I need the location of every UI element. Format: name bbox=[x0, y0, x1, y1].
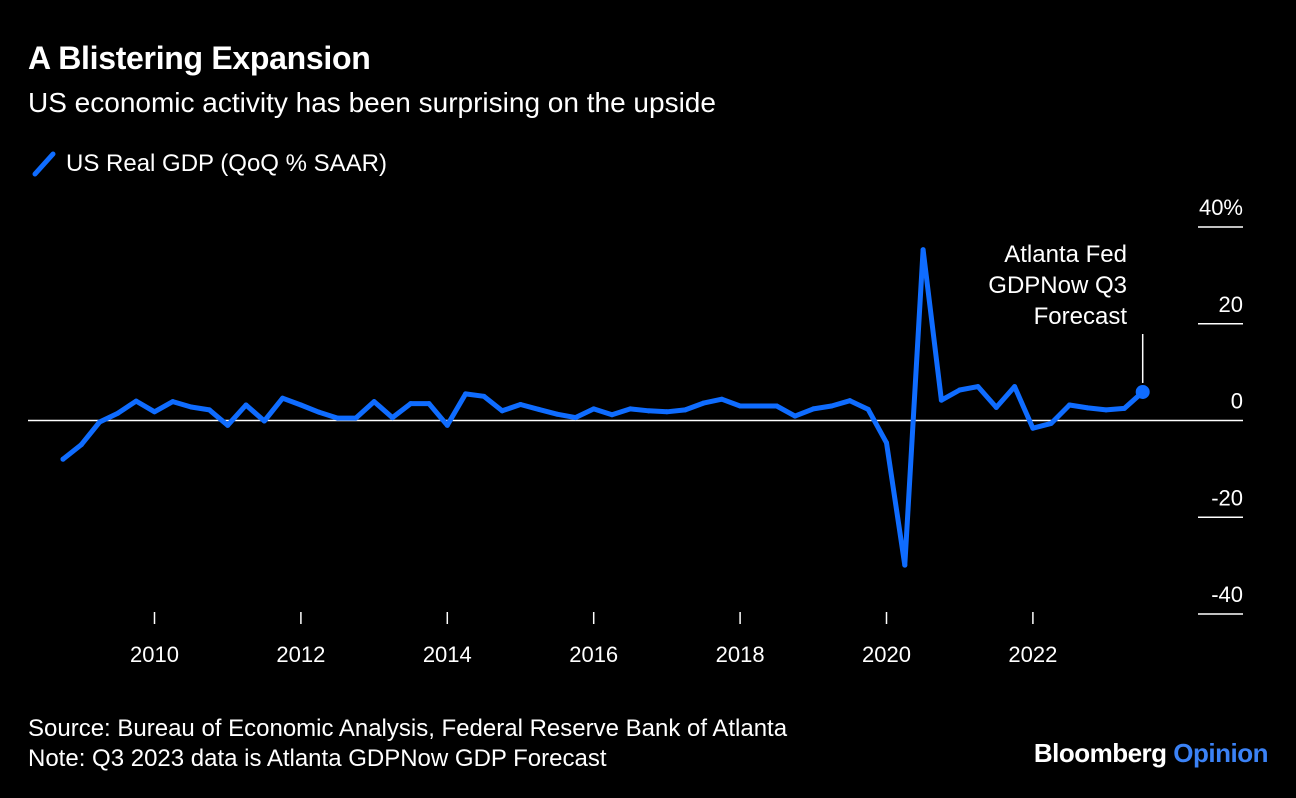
data-point bbox=[554, 411, 560, 417]
data-point bbox=[518, 402, 523, 408]
y-tick-label: -20 bbox=[1211, 485, 1243, 510]
data-point bbox=[444, 422, 450, 428]
bloomberg-opinion-logo: Bloomberg Opinion bbox=[1033, 738, 1269, 769]
data-point bbox=[225, 422, 231, 428]
annotation-label: Atlanta Fed GDPNow Q3 Forecast bbox=[988, 241, 1127, 330]
data-point bbox=[426, 401, 432, 407]
data-point bbox=[755, 403, 761, 409]
y-tick-label: 40% bbox=[1199, 195, 1243, 220]
data-point bbox=[865, 406, 871, 412]
data-point bbox=[133, 398, 139, 404]
data-point bbox=[774, 403, 780, 409]
data-point bbox=[170, 399, 176, 405]
data-point bbox=[701, 400, 706, 406]
data-point bbox=[280, 395, 286, 401]
data-point bbox=[902, 562, 908, 568]
y-tick-label: 20 bbox=[1219, 292, 1243, 317]
annotation-text-line: GDPNow Q3 bbox=[988, 272, 1127, 299]
note-text: Note: Q3 2023 data is Atlanta GDPNow GDP… bbox=[28, 745, 607, 772]
data-point bbox=[353, 415, 359, 421]
brand-name: Bloomberg bbox=[1033, 738, 1167, 768]
gdp-series-line bbox=[60, 247, 1146, 568]
data-point bbox=[463, 391, 469, 397]
x-tick-label: 2022 bbox=[1008, 642, 1057, 667]
data-point bbox=[1067, 402, 1072, 408]
source-text: Source: Bureau of Economic Analysis, Fed… bbox=[28, 715, 788, 742]
x-tick-label: 2016 bbox=[569, 642, 618, 667]
data-point bbox=[884, 440, 889, 446]
data-point bbox=[993, 404, 999, 410]
data-points bbox=[60, 247, 1146, 568]
data-point bbox=[792, 413, 798, 419]
data-point bbox=[1030, 425, 1036, 431]
data-point bbox=[298, 402, 304, 408]
data-point bbox=[499, 408, 505, 414]
data-point bbox=[609, 412, 615, 418]
data-point bbox=[389, 415, 395, 421]
data-point bbox=[1085, 405, 1091, 411]
brand-section: Opinion bbox=[1173, 738, 1268, 768]
data-point bbox=[188, 404, 194, 410]
data-point bbox=[682, 407, 688, 413]
data-point bbox=[957, 387, 963, 393]
data-point bbox=[1121, 405, 1127, 411]
x-tick-label: 2012 bbox=[276, 642, 325, 667]
data-point bbox=[243, 402, 249, 408]
data-point bbox=[847, 398, 853, 404]
data-point bbox=[591, 406, 597, 412]
data-point bbox=[481, 393, 487, 399]
data-point bbox=[316, 409, 322, 415]
forecast-point-marker bbox=[1135, 384, 1150, 399]
x-tick-label: 2010 bbox=[130, 642, 179, 667]
x-tick-label: 2018 bbox=[716, 642, 765, 667]
data-point bbox=[261, 418, 267, 424]
data-point bbox=[408, 401, 414, 407]
annotation-text-line: Forecast bbox=[1034, 303, 1128, 330]
legend-swatch-icon bbox=[32, 151, 56, 177]
y-tick-label: 0 bbox=[1231, 389, 1243, 414]
footer-notes: Source: Bureau of Economic Analysis, Fed… bbox=[28, 714, 787, 774]
y-tick-label: -40 bbox=[1211, 582, 1243, 607]
data-point bbox=[646, 408, 652, 414]
y-axis-ticks: 40% 20 0 -20 -40 bbox=[1199, 195, 1243, 607]
data-point bbox=[1103, 407, 1109, 413]
data-point bbox=[627, 406, 633, 412]
data-point bbox=[152, 409, 157, 415]
annotation-text-line: Atlanta Fed bbox=[1004, 241, 1127, 268]
x-tick-label: 2014 bbox=[423, 642, 472, 667]
data-point bbox=[335, 415, 340, 421]
data-point bbox=[664, 409, 670, 415]
data-point bbox=[536, 406, 542, 412]
data-point bbox=[719, 396, 725, 402]
data-point bbox=[975, 384, 981, 390]
chart-title: A Blistering Expansion bbox=[28, 40, 371, 76]
data-point bbox=[572, 415, 578, 421]
data-point bbox=[1012, 384, 1018, 390]
x-axis-ticks: 2010 2012 2014 2016 2018 2020 2022 bbox=[130, 612, 1057, 667]
chart-subtitle: US economic activity has been surprising… bbox=[28, 87, 716, 118]
x-tick-label: 2020 bbox=[862, 642, 911, 667]
data-point bbox=[938, 397, 944, 403]
data-point bbox=[78, 442, 84, 448]
data-point bbox=[810, 406, 816, 412]
data-point bbox=[920, 247, 926, 253]
data-point bbox=[737, 403, 743, 409]
data-point bbox=[371, 399, 377, 405]
data-point bbox=[206, 407, 212, 413]
data-point bbox=[115, 410, 121, 416]
y-gridlines bbox=[1198, 226, 1243, 615]
legend-label: US Real GDP (QoQ % SAAR) bbox=[66, 150, 387, 177]
data-point bbox=[97, 419, 103, 425]
data-point bbox=[1048, 420, 1054, 426]
legend: US Real GDP (QoQ % SAAR) bbox=[30, 150, 387, 178]
data-point bbox=[60, 456, 66, 462]
data-point bbox=[829, 403, 835, 409]
